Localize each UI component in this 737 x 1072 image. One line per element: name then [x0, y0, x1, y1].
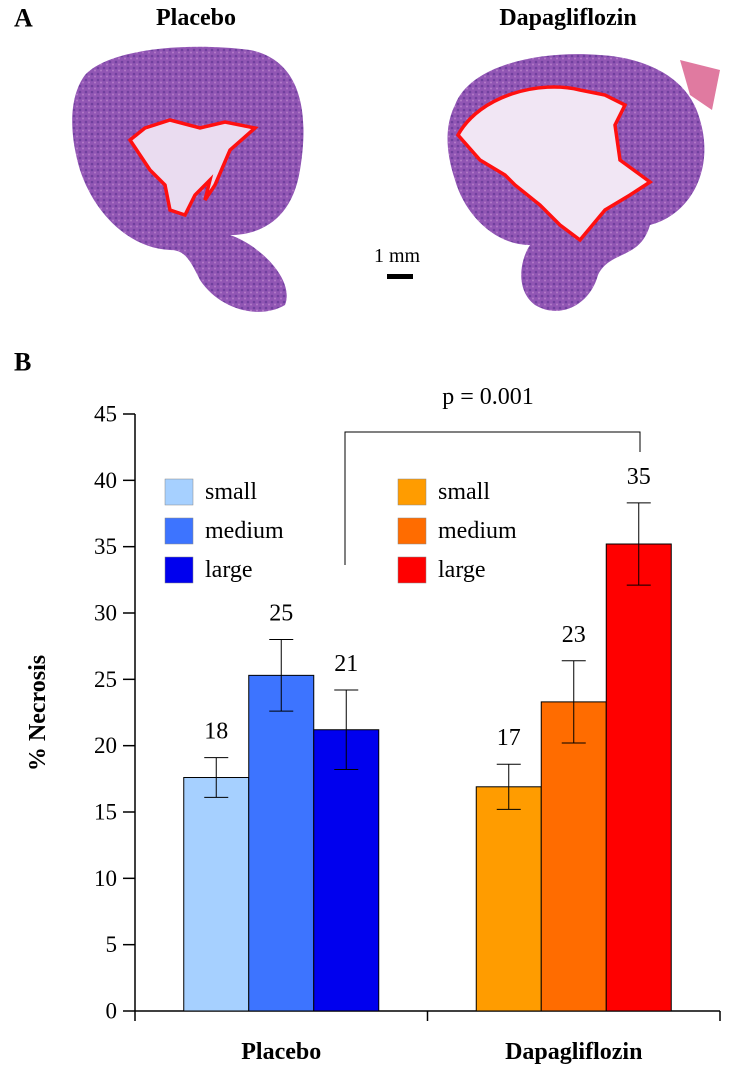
data-label: 25 — [269, 601, 293, 627]
y-tick-label: 15 — [94, 800, 117, 825]
y-tick-label: 40 — [94, 468, 117, 493]
y-tick-label: 5 — [106, 932, 118, 957]
legend-label: medium — [205, 518, 284, 544]
bar — [313, 729, 380, 1012]
data-label: 21 — [334, 651, 358, 677]
legend-swatch — [164, 478, 194, 506]
error-bar — [496, 763, 521, 810]
legend-label: medium — [438, 518, 517, 544]
y-tick-label: 45 — [94, 402, 117, 427]
annotation: p = 0.001 — [442, 384, 534, 410]
necrosis-outline — [127, 118, 259, 218]
plot: 0 5 10 15 20 25 30 35 40 45 Placebo 18 25 21 Dapaglifl… — [94, 402, 721, 1065]
necrosis-outline — [455, 85, 654, 243]
y-tick-label: 30 — [94, 601, 117, 626]
data-label: 23 — [562, 622, 586, 648]
legend-swatch — [397, 556, 427, 584]
panel-label: B — [14, 348, 31, 377]
scale-bar-label: 1 mm — [374, 245, 421, 267]
legend-swatch — [397, 517, 427, 545]
legend-swatch — [164, 556, 194, 584]
placebo-section — [72, 46, 304, 312]
y-tick-label: 25 — [94, 667, 117, 692]
image-title: Placebo — [156, 5, 236, 31]
dapagliflozin-section — [447, 54, 720, 311]
bar — [183, 777, 250, 1012]
scale-bar — [387, 274, 413, 279]
error-bar — [561, 660, 586, 744]
y-tick-label: 20 — [94, 733, 117, 758]
significance-bracket — [344, 431, 641, 565]
y-tick-label: 0 — [106, 999, 118, 1024]
error-bar — [269, 639, 294, 712]
data-label: 18 — [204, 719, 228, 745]
bar — [248, 674, 315, 1012]
legend-label: large — [438, 557, 486, 583]
image-title: Dapagliflozin — [499, 5, 636, 31]
legend-label: small — [205, 479, 257, 505]
tissue-edge — [680, 60, 720, 110]
y-tick-label: 10 — [94, 866, 117, 891]
bar — [605, 543, 672, 1012]
x-tick-label: Dapagliflozin — [505, 1039, 642, 1065]
error-bar — [204, 757, 229, 798]
legend-swatch — [397, 478, 427, 506]
error-bar — [626, 502, 651, 586]
bar — [540, 701, 607, 1012]
panel-label: A — [14, 4, 33, 33]
bar — [475, 786, 542, 1012]
data-label: 35 — [627, 464, 651, 490]
legend-swatch — [164, 517, 194, 545]
legend-label: large — [205, 557, 253, 583]
y-tick-label: 35 — [94, 534, 117, 559]
y-axis-label: % Necrosis — [25, 655, 51, 771]
data-label: 17 — [497, 725, 521, 751]
error-bar — [334, 689, 359, 771]
legend-label: small — [438, 479, 490, 505]
x-tick-label: Placebo — [241, 1039, 321, 1065]
